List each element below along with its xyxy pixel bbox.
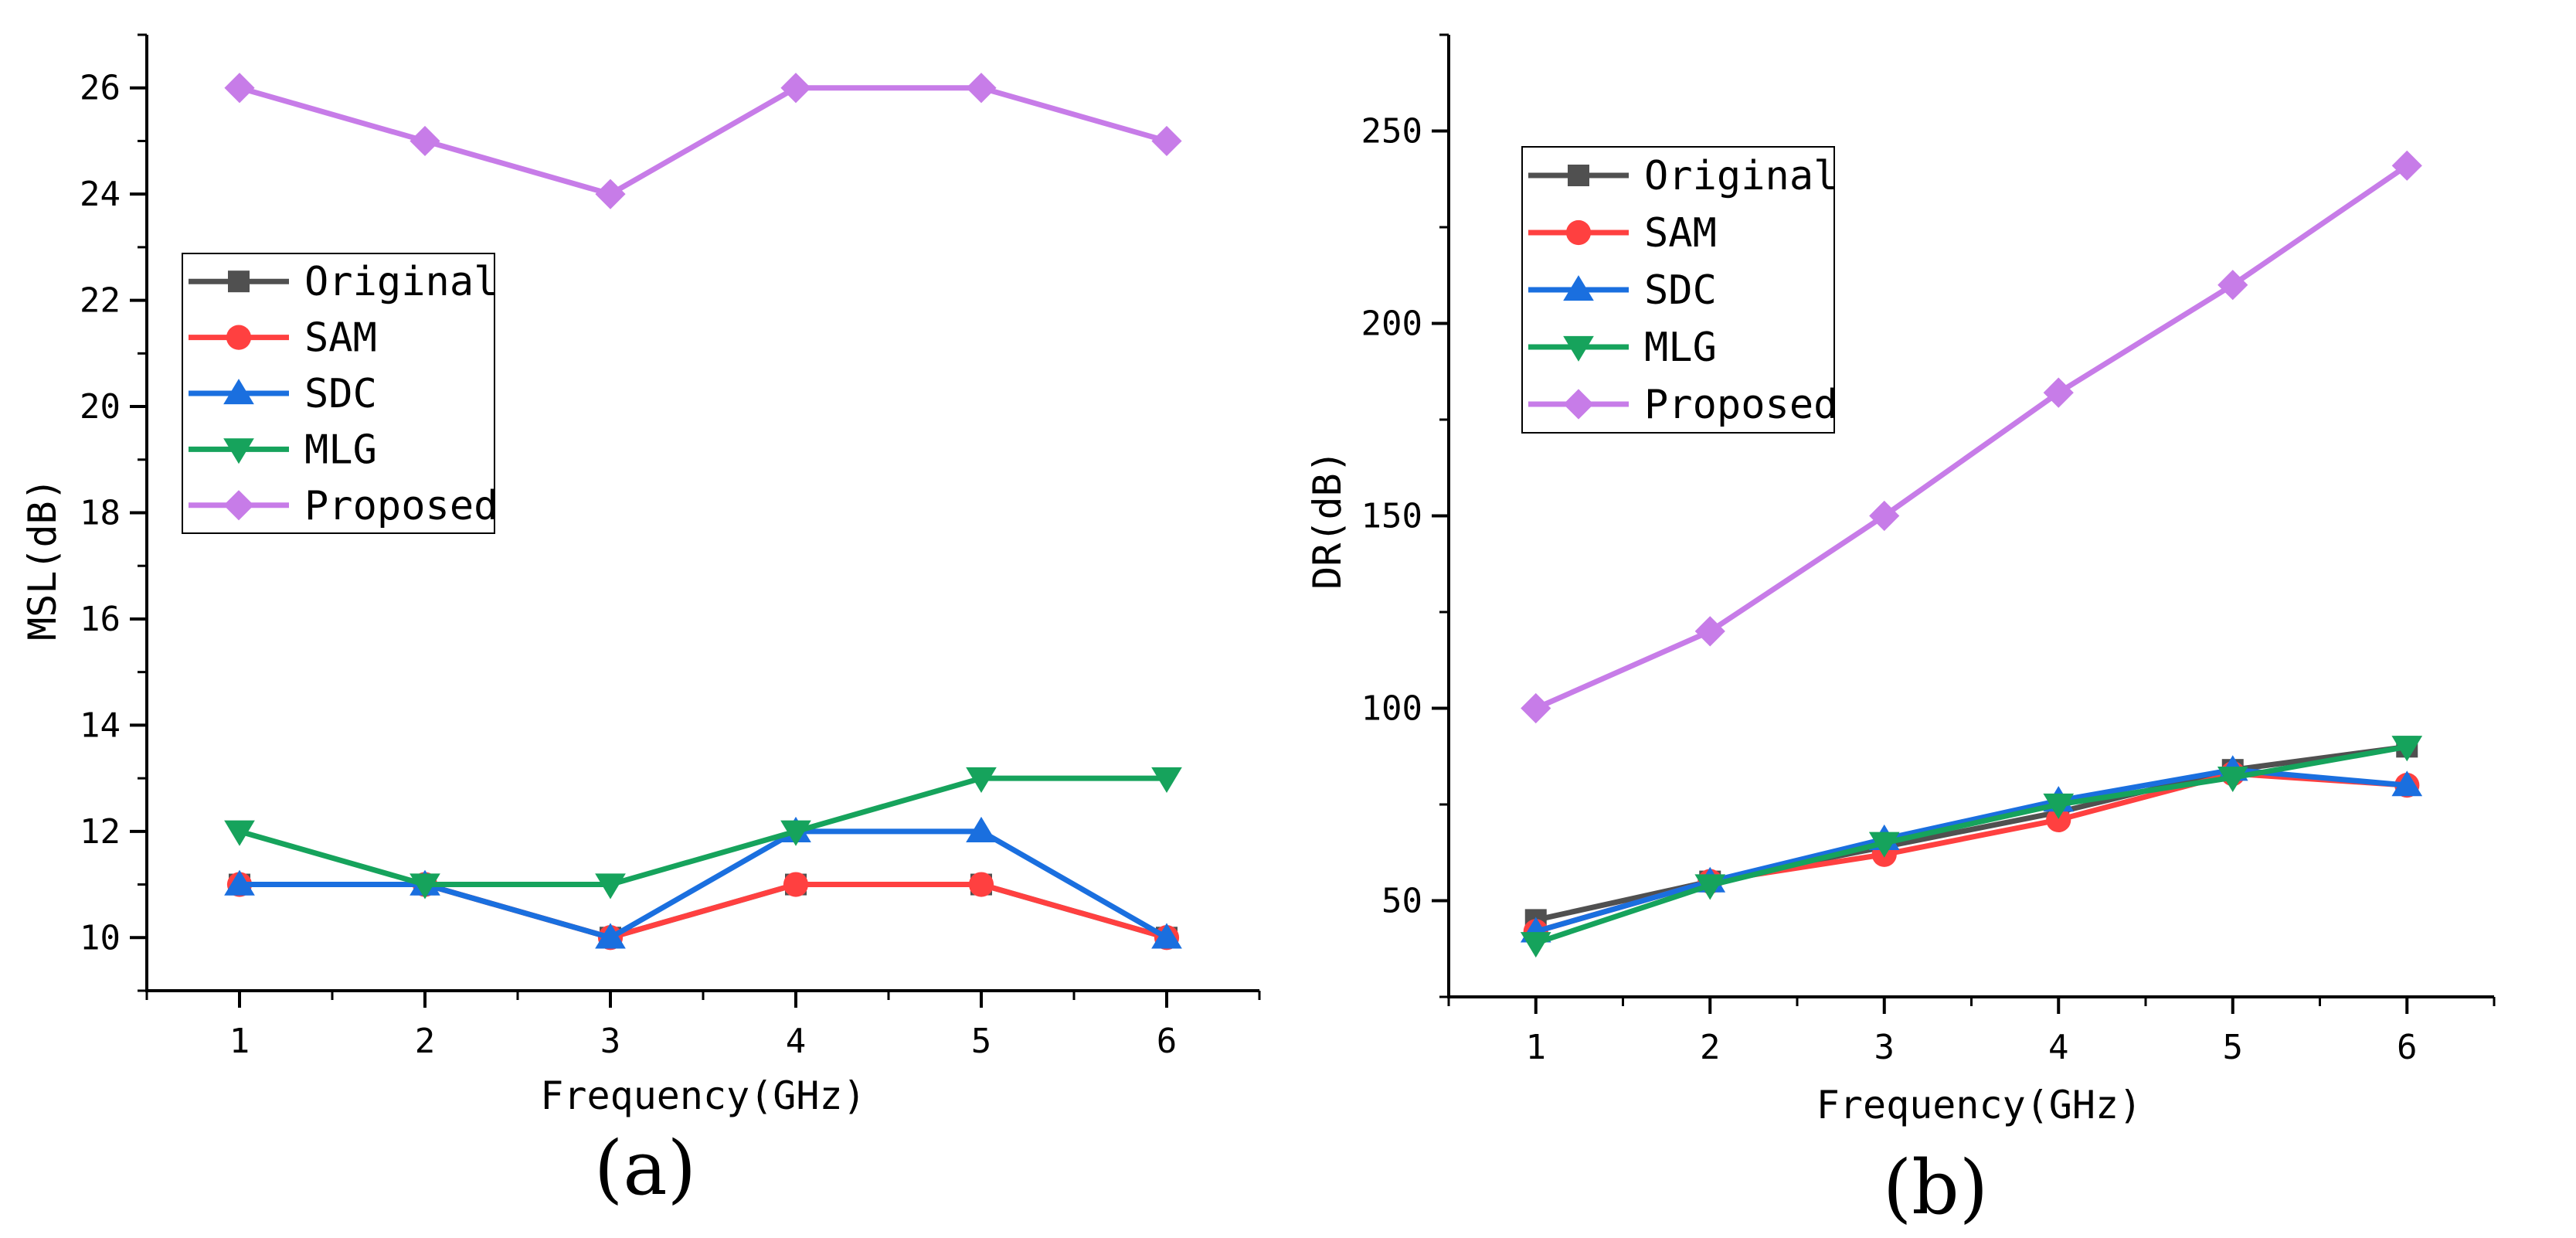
data-point — [966, 816, 997, 843]
data-point — [1521, 692, 1551, 724]
legend-swatch-marker — [1563, 275, 1594, 301]
legend-label: SDC — [304, 371, 377, 417]
chart-panel-a: 1 2 3 4 5 6101214161820222426Frequency(GHz)MS… — [20, 33, 1261, 1212]
y-tick-label: 12 — [80, 812, 121, 852]
y-tick-label: 250 — [1361, 112, 1422, 151]
series-mlg — [1520, 736, 2423, 958]
data-point — [1694, 616, 1725, 647]
data-point — [2391, 736, 2423, 762]
legend-label: Proposed — [304, 483, 498, 529]
y-tick-label: 16 — [80, 600, 121, 639]
legend-label: SDC — [1644, 267, 1717, 314]
legend: Original SAM SDC MLG Proposed — [1521, 146, 1837, 434]
legend-label: MLG — [1644, 325, 1717, 371]
x-tick-label: 1 — [1526, 1028, 1547, 1067]
y-tick-label: 50 — [1381, 882, 1422, 921]
y-tick-label: 20 — [80, 387, 121, 427]
data-point — [595, 179, 626, 209]
legend-swatch-marker — [223, 379, 254, 405]
x-tick-label: 1 — [229, 1022, 250, 1061]
series-line — [240, 828, 1168, 940]
data-point — [1151, 923, 1182, 949]
legend-label: Proposed — [1644, 382, 1837, 428]
y-tick-label: 200 — [1361, 304, 1422, 344]
data-point — [966, 73, 997, 104]
x-tick-label: 4 — [786, 1022, 807, 1061]
x-tick-label: 5 — [2223, 1028, 2244, 1067]
chart-panel-b: 1 2 3 4 5 6 50 100 150 200 250 Frequency(GHz) DR(dB)… — [1305, 33, 2496, 1231]
data-point — [410, 125, 440, 157]
data-point — [2043, 793, 2075, 819]
legend-swatch-marker — [1563, 335, 1594, 362]
data-point — [1869, 500, 1900, 532]
series-line — [1534, 163, 2409, 711]
x-axis-title: Frequency(GHz) — [1816, 1083, 2142, 1127]
panel-label: (a) — [594, 1125, 696, 1212]
data-point — [780, 73, 811, 104]
series-line — [1534, 743, 2408, 946]
data-point — [1868, 832, 1900, 858]
data-point — [410, 873, 440, 900]
data-point — [2217, 270, 2248, 301]
data-point — [1520, 932, 1551, 958]
legend-label: Original — [304, 259, 498, 305]
legend-swatch-marker — [226, 325, 252, 350]
legend-label: MLG — [304, 427, 377, 473]
x-tick-label: 3 — [600, 1022, 621, 1061]
data-point — [224, 73, 255, 104]
x-tick-label: 6 — [2397, 1028, 2418, 1067]
series-proposed — [224, 73, 1182, 209]
x-axis-title: Frequency(GHz) — [540, 1073, 865, 1118]
data-point — [2391, 770, 2423, 797]
y-axis-title: DR(dB) — [1305, 450, 1350, 590]
x-tick-label: 4 — [2048, 1028, 2069, 1067]
y-axis-title: MSL(dB) — [20, 478, 65, 641]
data-point — [2046, 807, 2071, 833]
data-point — [2391, 150, 2422, 181]
data-point — [1151, 767, 1182, 794]
legend-swatch-marker — [1568, 165, 1589, 186]
data-point — [595, 923, 626, 949]
legend-swatch-marker — [228, 270, 250, 293]
legend-label: SAM — [1644, 210, 1717, 257]
y-tick-label: 150 — [1361, 497, 1422, 536]
series-line — [239, 85, 1167, 197]
legend-swatch-marker — [223, 490, 254, 521]
data-point — [595, 873, 626, 900]
x-tick-label: 6 — [1157, 1022, 1178, 1061]
x-tick-label: 5 — [971, 1022, 992, 1061]
data-point — [2043, 377, 2074, 408]
x-tick-label: 3 — [1874, 1028, 1895, 1067]
y-tick-label: 26 — [80, 69, 121, 108]
series-line — [239, 775, 1167, 888]
data-point — [224, 869, 255, 896]
legend-swatch-marker — [1565, 219, 1592, 246]
y-tick-label: 100 — [1361, 689, 1422, 729]
y-tick-label: 14 — [80, 706, 121, 745]
series-mlg — [224, 767, 1182, 900]
y-tick-label: 10 — [80, 918, 121, 957]
data-point — [966, 767, 997, 794]
legend-swatch-marker — [1563, 389, 1594, 420]
y-tick-label: 22 — [80, 281, 121, 321]
series-proposed — [1521, 150, 2422, 724]
legend-swatch-marker — [223, 438, 254, 464]
data-point — [2217, 766, 2248, 793]
legend-label: SAM — [304, 315, 377, 362]
y-tick-label: 18 — [80, 494, 121, 533]
data-point — [783, 872, 809, 897]
x-tick-label: 2 — [1700, 1028, 1721, 1067]
legend-label: Original — [1644, 153, 1837, 199]
data-point — [1151, 125, 1182, 157]
x-tick-label: 2 — [415, 1022, 436, 1061]
data-point — [1694, 874, 1726, 900]
y-tick-label: 24 — [80, 175, 121, 214]
data-point — [224, 820, 255, 846]
panel-label: (b) — [1883, 1144, 1988, 1231]
legend: Original SAM SDC MLG Proposed — [182, 253, 498, 534]
data-point — [968, 872, 994, 897]
data-point — [780, 820, 811, 846]
